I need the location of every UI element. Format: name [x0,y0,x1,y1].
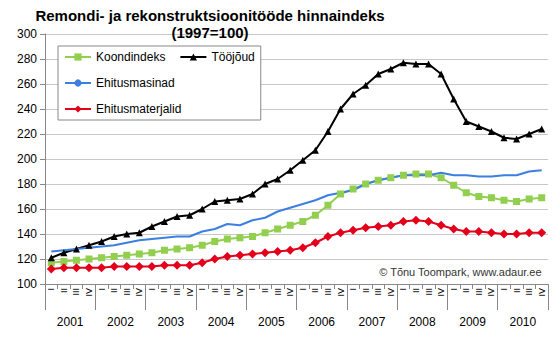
svg-text:2003: 2003 [157,315,184,329]
svg-text:IV: IV [386,288,396,297]
svg-text:Koondindeks: Koondindeks [96,50,165,64]
svg-text:III: III [71,288,81,296]
svg-text:II: II [411,288,421,293]
svg-text:I: I [499,288,509,291]
svg-text:260: 260 [17,77,37,91]
svg-text:IV: IV [436,288,446,297]
svg-text:2008: 2008 [409,315,436,329]
svg-text:II: II [461,288,471,293]
svg-text:2001: 2001 [57,315,84,329]
svg-text:280: 280 [17,52,37,66]
svg-text:II: II [310,288,320,293]
svg-text:III: III [323,288,333,296]
svg-text:2006: 2006 [308,315,335,329]
svg-text:IV: IV [285,288,295,297]
svg-text:I: I [97,288,107,291]
svg-text:I: I [398,288,408,291]
svg-text:220: 220 [17,127,37,141]
svg-text:I: I [298,288,308,291]
svg-text:III: III [273,288,283,296]
svg-text:III: III [122,288,132,296]
svg-text:2009: 2009 [459,315,486,329]
svg-text:IV: IV [537,288,547,297]
svg-text:Tööjõud: Tööjõud [211,50,254,64]
svg-text:200: 200 [17,152,37,166]
svg-text:2010: 2010 [509,315,536,329]
svg-text:III: III [424,288,434,296]
svg-text:100: 100 [17,277,37,291]
svg-text:III: III [222,288,232,296]
svg-text:III: III [172,288,182,296]
svg-text:Ehitusmasinad: Ehitusmasinad [96,76,175,90]
svg-text:140: 140 [17,227,37,241]
svg-text:180: 180 [17,177,37,191]
svg-text:I: I [147,288,157,291]
svg-text:2002: 2002 [107,315,134,329]
svg-text:IV: IV [486,288,496,297]
svg-text:II: II [512,288,522,293]
svg-text:II: II [159,288,169,293]
svg-text:II: II [59,288,69,293]
svg-text:IV: IV [235,288,245,297]
svg-text:I: I [247,288,257,291]
svg-text:2007: 2007 [359,315,386,329]
svg-text:III: III [474,288,484,296]
svg-text:II: II [260,288,270,293]
svg-text:© Tõnu Toompark, www.adaur.ee: © Tõnu Toompark, www.adaur.ee [379,266,541,278]
svg-text:I: I [449,288,459,291]
svg-text:Remondi- ja rekonstruktsioonit: Remondi- ja rekonstruktsioonitööde hinna… [35,7,384,24]
svg-text:2005: 2005 [258,315,285,329]
svg-text:IV: IV [84,288,94,297]
svg-text:II: II [361,288,371,293]
svg-text:III: III [524,288,534,296]
svg-text:120: 120 [17,252,37,266]
svg-text:IV: IV [134,288,144,297]
svg-text:III: III [373,288,383,296]
svg-text:II: II [210,288,220,293]
svg-text:Ehitusmaterjalid: Ehitusmaterjalid [96,102,181,116]
svg-text:(1997=100): (1997=100) [171,24,248,41]
svg-text:II: II [109,288,119,293]
svg-text:I: I [348,288,358,291]
svg-text:240: 240 [17,102,37,116]
svg-text:I: I [197,288,207,291]
svg-text:IV: IV [185,288,195,297]
svg-text:300: 300 [17,27,37,41]
svg-text:160: 160 [17,202,37,216]
svg-text:2004: 2004 [208,315,235,329]
svg-text:I: I [46,288,56,291]
svg-text:IV: IV [336,288,346,297]
